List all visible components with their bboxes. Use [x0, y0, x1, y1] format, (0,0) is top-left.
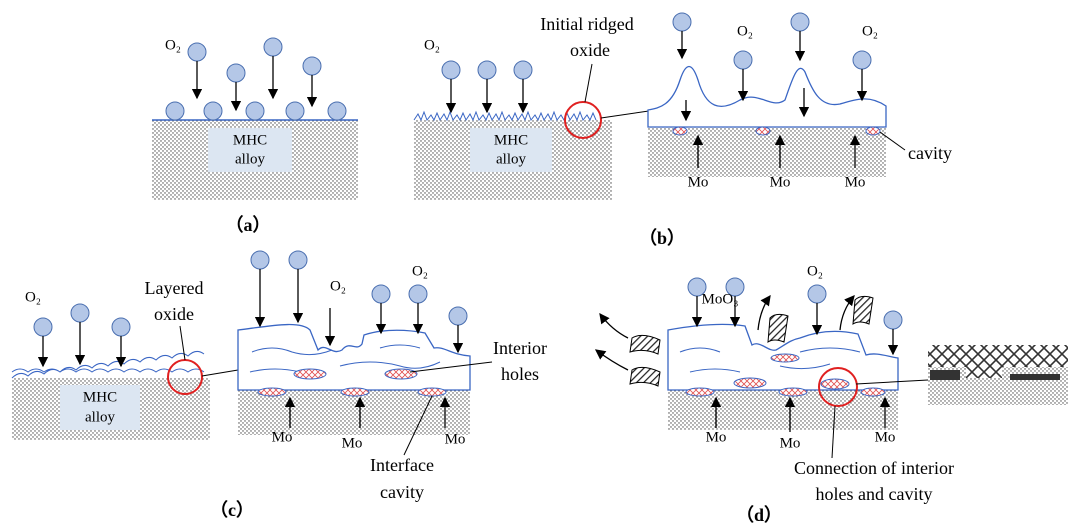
interface-label: Interface	[370, 455, 434, 475]
caption: （a）	[226, 215, 271, 235]
callout: Layered	[145, 278, 204, 298]
o2-label: O₂	[862, 23, 878, 39]
callout: oxide	[154, 304, 194, 324]
panel-a: MHC alloy O₂ （a）	[152, 37, 358, 235]
o2-label: O₂	[25, 289, 41, 305]
alloy-label: alloy	[496, 151, 526, 167]
mo-label: Mo	[875, 429, 896, 445]
mo-label: Mo	[845, 174, 866, 190]
caption: （c）	[210, 500, 254, 520]
alloy-label: MHC	[233, 132, 267, 148]
interior-label: Interior	[493, 338, 547, 358]
mo-label: Mo	[780, 435, 801, 451]
o2-label: O₂	[424, 37, 440, 53]
alloy-label: alloy	[235, 151, 265, 167]
alloy-box	[208, 128, 292, 172]
o2-label: O₂	[412, 263, 428, 279]
interface-label: cavity	[380, 482, 424, 502]
mo-label: Mo	[770, 174, 791, 190]
connection-label: Connection of interior	[794, 458, 954, 478]
o2-label: O₂	[165, 37, 181, 53]
panel-b: MHC alloy O₂ Initial ridged oxide O₂ O₂ …	[413, 12, 952, 248]
gas-label: MoO₃	[702, 291, 739, 307]
panel-c: MHC alloy O₂ Layered oxide O₂ O₂ Mo Mo M…	[11, 250, 547, 520]
alloy-label: alloy	[85, 409, 115, 425]
caption: （d）	[736, 505, 782, 525]
callout: oxide	[570, 40, 610, 60]
interior-label: holes	[501, 364, 539, 384]
alloy-label: MHC	[83, 389, 117, 405]
o2-label: O₂	[807, 263, 823, 279]
alloy-label: MHC	[494, 132, 528, 148]
mo-label: Mo	[706, 429, 727, 445]
mo-label: Mo	[445, 431, 466, 447]
panel-d: O₂ MoO₃ Mo Mo Mo Connection of interior …	[594, 263, 1068, 525]
o2-label: O₂	[737, 23, 753, 39]
caption: （b）	[639, 228, 685, 248]
cavity-label: cavity	[908, 143, 952, 163]
mo-label: Mo	[342, 435, 363, 451]
mo-label: Mo	[272, 429, 293, 445]
callout: Initial ridged	[540, 14, 633, 34]
mo-label: Mo	[688, 174, 709, 190]
o2-label: O₂	[330, 278, 346, 294]
zoom-inset	[928, 345, 1068, 405]
connection-label: holes and cavity	[816, 484, 933, 504]
